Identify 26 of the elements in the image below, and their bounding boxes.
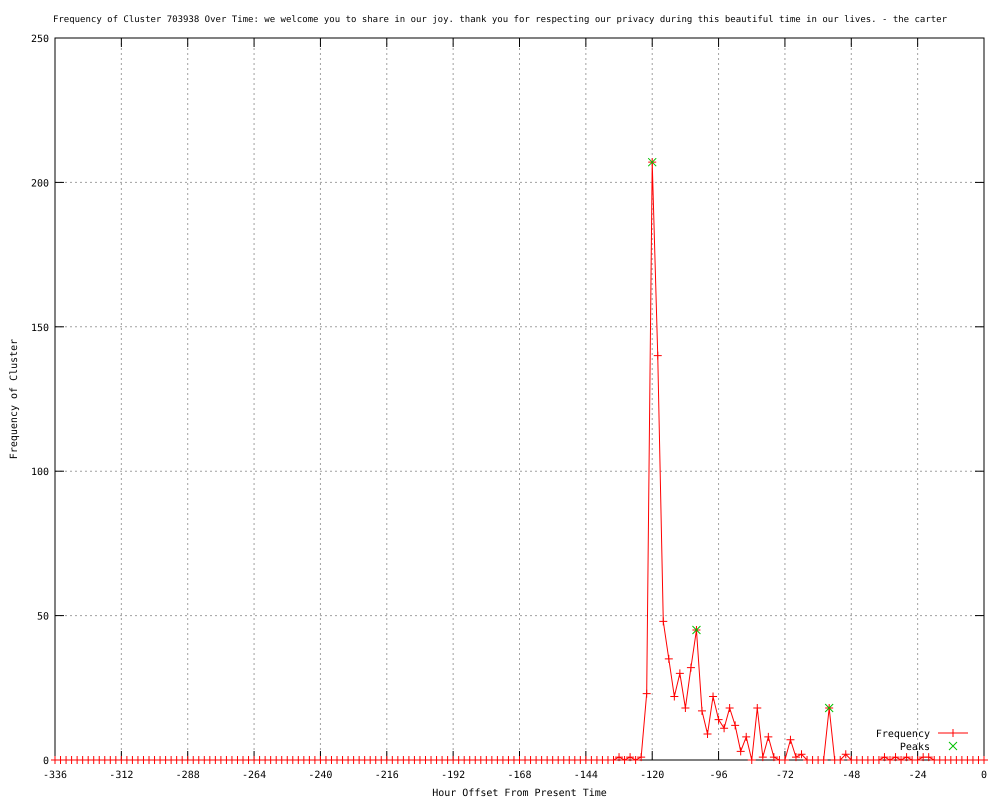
y-tick-label: 200 xyxy=(30,178,49,190)
x-tick-label: -72 xyxy=(776,770,794,781)
x-tick-label: 0 xyxy=(980,770,988,781)
y-tick-label: 0 xyxy=(42,756,49,767)
x-tick-label: -192 xyxy=(441,770,466,781)
x-tick-label: -24 xyxy=(908,770,927,781)
x-tick-label: -168 xyxy=(507,770,532,781)
x-tick-label: -120 xyxy=(640,770,664,781)
y-tick-label: 100 xyxy=(30,467,49,478)
legend-label: Peaks xyxy=(900,742,930,753)
x-tick-label: -288 xyxy=(176,770,200,781)
x-tick-label: -48 xyxy=(842,770,860,781)
y-tick-label: 250 xyxy=(30,34,49,45)
y-axis-title: Frequency of Cluster xyxy=(9,338,20,460)
x-tick-label: -264 xyxy=(242,770,266,781)
x-tick-label: -216 xyxy=(374,770,399,781)
x-tick-label: -336 xyxy=(42,770,68,781)
y-tick-label: 50 xyxy=(36,612,49,623)
y-tick-label: 150 xyxy=(30,322,49,334)
legend-label: Frequency xyxy=(876,729,930,740)
chart-title: Frequency of Cluster 703938 Over Time: we welcome you to share in our joy. thank you for respecting our privacy during this beautiful time in our lives. - the carter xyxy=(52,15,948,25)
x-tick-label: -240 xyxy=(308,770,332,781)
x-axis-title: Hour Offset From Present Time xyxy=(432,788,607,799)
x-tick-label: -144 xyxy=(574,770,598,781)
x-tick-label: -312 xyxy=(109,770,134,781)
x-tick-label: -96 xyxy=(710,770,728,781)
